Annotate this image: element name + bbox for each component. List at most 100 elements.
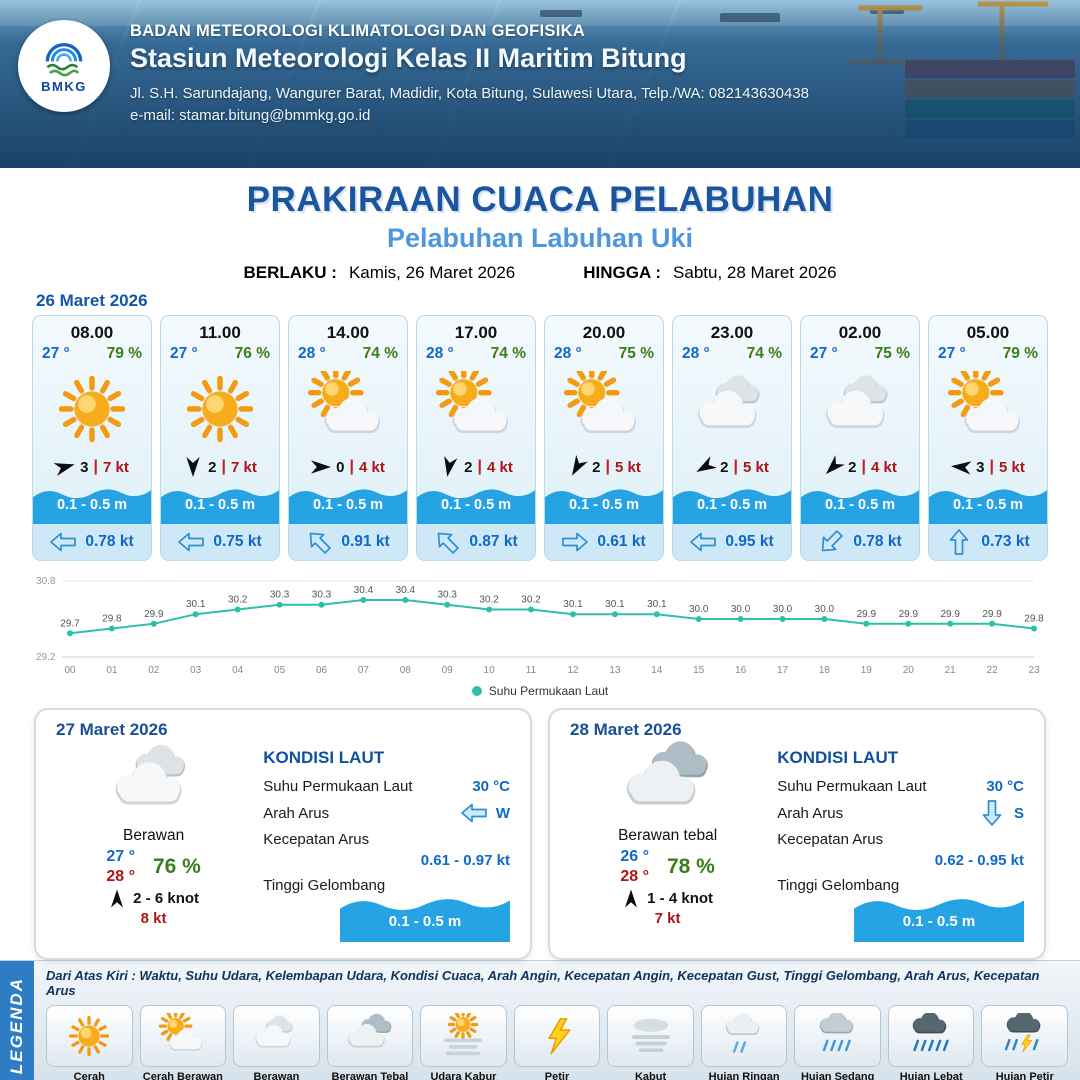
berawan-icon <box>698 374 760 428</box>
gust-speed: 8 kt <box>140 910 167 927</box>
svg-text:30.1: 30.1 <box>186 599 206 610</box>
title-block: PRAKIRAAN CUACA PELABUHAN Pelabuhan Labu… <box>0 168 1080 283</box>
logo-text: BMKG <box>41 79 87 94</box>
sst-label: Suhu Permukaan Laut <box>777 778 927 795</box>
gust-value: 0 <box>336 458 345 476</box>
svg-text:29.7: 29.7 <box>60 618 80 629</box>
wind-speed: 7 kt <box>230 458 257 476</box>
weather-icon-box <box>570 740 765 831</box>
wave-height-value: 0.1 - 0.5 m <box>312 497 384 513</box>
humidity: 74 % <box>746 345 782 362</box>
hourly-forecast-row: 08.00 27 ° 79 % 3 | 7 kt 0.1 - 0.5 m 0.78 kt 11.… <box>0 315 1080 561</box>
air-temp: 28 ° <box>298 345 326 362</box>
current-speed: 0.78 kt <box>853 533 902 550</box>
legend-item-label: Petir <box>544 1071 570 1080</box>
separator: | <box>221 458 226 475</box>
cerah-icon <box>58 375 126 442</box>
legend-icon-box <box>607 1005 694 1067</box>
wave-height-value: 0.1 - 0.5 m <box>568 497 640 513</box>
separator: | <box>989 458 994 475</box>
wave-height-band: 0.1 - 0.5 m <box>673 482 791 524</box>
weather-icon-box <box>161 363 279 454</box>
wind-direction-arrow-icon <box>311 460 332 474</box>
svg-text:30.0: 30.0 <box>689 604 709 615</box>
air-temp: 27 ° <box>938 345 966 362</box>
gust-speed: 7 kt <box>654 910 681 927</box>
wind-direction-arrow-icon <box>186 457 200 477</box>
separator: | <box>605 458 610 475</box>
wave-height-box: 0.1 - 0.5 m <box>340 890 510 942</box>
sea-conditions-title: KONDISI LAUT <box>777 748 899 767</box>
humidity: 75 % <box>874 345 910 362</box>
legend-item-label: Berawan <box>253 1071 300 1080</box>
condition-label: Berawan tebal <box>618 827 718 844</box>
legend-section: LEGENDA Dari Atas Kiri : Waktu, Suhu Uda… <box>0 960 1080 1080</box>
gust-value: 3 <box>976 458 985 476</box>
daily-summary-row: 27 Maret 2026 Berawan 27 ° 28 ° 76 % 2 - 6 kn… <box>0 700 1080 960</box>
station-address: Jl. S.H. Sarundajang, Wangurer Barat, Ma… <box>130 85 809 102</box>
time-label: 05.00 <box>966 323 1010 342</box>
berawan-icon <box>826 374 888 428</box>
gust-value: 3 <box>80 458 89 476</box>
current-row: 0.61 kt <box>545 524 663 560</box>
kabut-icon <box>631 1018 670 1053</box>
svg-text:29.8: 29.8 <box>102 614 122 625</box>
time-label: 08.00 <box>70 323 114 342</box>
wind-row: 3 | 7 kt <box>33 454 151 480</box>
station-name: Stasiun Meteorologi Kelas II Maritim Bit… <box>130 43 687 73</box>
svg-text:29.9: 29.9 <box>857 609 877 620</box>
condition-label: Berawan <box>123 827 185 844</box>
legend-item: Hujan Lebat <box>887 1005 975 1080</box>
current-speed: 0.75 kt <box>213 533 262 550</box>
forecast-card: 11.00 27 ° 76 % 2 | 7 kt 0.1 - 0.5 m 0.75 kt <box>160 315 280 561</box>
legend-items: Cerah Cerah Berawan Berawan Berawan Tebal Ud… <box>46 1005 1069 1080</box>
current-row: 0.91 kt <box>289 524 407 560</box>
wind-speed: 5 kt <box>742 458 769 476</box>
bmkg-logo: BMKG <box>18 20 110 112</box>
wave-height-band: 0.1 - 0.5 m <box>289 482 407 524</box>
sst-label: Suhu Permukaan Laut <box>263 778 413 795</box>
cerah-berawan-icon <box>563 370 637 433</box>
svg-text:03: 03 <box>190 665 202 676</box>
wind-range: 1 - 4 knot <box>647 890 714 907</box>
legend-item: Hujan Petir <box>981 1005 1069 1080</box>
current-direction-arrow-icon <box>438 532 460 554</box>
wind-row: 2 | 5 kt <box>545 454 663 480</box>
weather-icon-box <box>801 363 919 454</box>
current-speed-label: Kecepatan Arus <box>777 831 884 848</box>
gust-value: 2 <box>592 458 601 476</box>
wind-speed: 4 kt <box>870 458 897 476</box>
current-row: 0.87 kt <box>417 524 535 560</box>
legend-item-label: Hujan Petir <box>995 1071 1054 1080</box>
svg-text:30.3: 30.3 <box>270 590 290 601</box>
current-direction-arrow-icon <box>982 800 1002 826</box>
wave-height-value: 0.1 - 0.5 m <box>696 497 768 513</box>
wave-height-label: Tinggi Gelombang <box>263 877 386 894</box>
forecast-card: 08.00 27 ° 79 % 3 | 7 kt 0.1 - 0.5 m 0.78 kt <box>32 315 152 561</box>
svg-text:30.1: 30.1 <box>605 599 625 610</box>
wind-range: 2 - 6 knot <box>133 890 200 907</box>
svg-text:17: 17 <box>777 665 789 676</box>
cerah-icon <box>186 375 254 442</box>
current-speed: 0.87 kt <box>469 533 518 550</box>
svg-text:08: 08 <box>400 665 412 676</box>
svg-text:18: 18 <box>819 665 831 676</box>
wind-row: 2 | 5 kt <box>673 454 791 480</box>
forecast-date: 26 Maret 2026 <box>36 291 148 310</box>
berawan-tebal-icon <box>347 1013 392 1048</box>
legend-item: Petir <box>513 1005 601 1080</box>
hujan-ringan-icon <box>725 1013 760 1053</box>
weather-icon-box <box>417 363 535 454</box>
wave-height-value: 0.1 - 0.5 m <box>824 497 896 513</box>
legend-item-label: Hujan Lebat <box>899 1071 963 1080</box>
svg-text:16: 16 <box>735 665 747 676</box>
bmkg-logo-symbol <box>45 43 83 77</box>
wave-height-box: 0.1 - 0.5 m <box>854 890 1024 942</box>
legend-title: LEGENDA <box>7 977 26 1075</box>
day-summary-card: 28 Maret 2026 Berawan tebal 26 ° 28 ° 78 % 1 … <box>548 708 1046 960</box>
wind-direction-arrow-icon <box>625 889 638 908</box>
forecast-card: 17.00 28 ° 74 % 2 | 4 kt 0.1 - 0.5 m 0.87 kt <box>416 315 536 561</box>
current-row: 0.75 kt <box>161 524 279 560</box>
gust-value: 2 <box>720 458 729 476</box>
